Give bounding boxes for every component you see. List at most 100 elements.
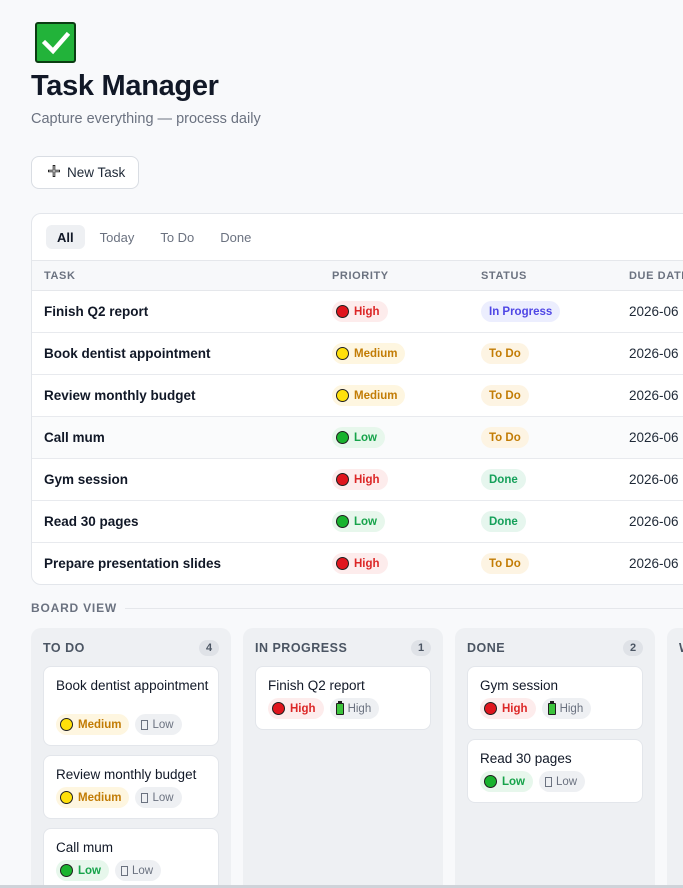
card-tags: Medium Low (56, 787, 182, 808)
table-row[interactable]: Read 30 pages Low Done 2026-06 (32, 501, 683, 543)
priority-cell: Medium (332, 385, 406, 407)
energy-badge: High (541, 698, 592, 719)
task-card[interactable]: Review monthly budget Medium Low (43, 755, 219, 819)
priority-cell: High (332, 469, 388, 491)
priority-label: Medium (354, 347, 398, 360)
column-title: DONE (467, 641, 506, 655)
priority-label: Medium (78, 791, 122, 804)
board-column-todo: TO DO 4 Book dentist appointment Medium Lo… (31, 628, 231, 888)
priority-cell: Medium (332, 343, 406, 365)
column-header-task[interactable]: Task (44, 270, 76, 282)
task-card[interactable]: Read 30 pages Low Low (467, 739, 643, 803)
card-title: Review monthly budget (56, 767, 197, 782)
table-row[interactable]: Review monthly budget Medium To Do 2026-06 (32, 375, 683, 417)
medium-priority-dot-icon (60, 718, 73, 731)
priority-cell: Low (332, 427, 385, 449)
filter-tab-all[interactable]: All (46, 225, 85, 249)
column-count-badge: 4 (199, 640, 219, 656)
table-row[interactable]: Gym session High Done 2026-06 (32, 459, 683, 501)
high-priority-dot-icon (336, 305, 349, 318)
horizontal-scrollbar[interactable] (0, 885, 683, 888)
low-priority-dot-icon (336, 515, 349, 528)
priority-badge: Low (56, 860, 109, 881)
filter-tab-today[interactable]: Today (99, 229, 135, 245)
filter-tab-done[interactable]: Done (220, 229, 252, 245)
status-badge: To Do (481, 343, 529, 364)
table-row[interactable]: Finish Q2 report High In Progress 2026-06 (32, 291, 683, 333)
card-tags: High High (480, 698, 592, 719)
medium-priority-dot-icon (60, 791, 73, 804)
board-column-in-progress: IN PROGRESS 1 Finish Q2 report High High (243, 628, 443, 888)
task-name: Review monthly budget (44, 388, 196, 403)
status-badge: To Do (481, 553, 529, 574)
energy-badge: High (329, 698, 380, 719)
column-title: IN PROGRESS (255, 641, 348, 655)
priority-cell: High (332, 553, 388, 575)
priority-badge: Medium (332, 385, 406, 406)
task-table: All Today To Do Done Task Priority Statu… (31, 213, 683, 585)
task-card[interactable]: Finish Q2 report High High (255, 666, 431, 730)
board-column-done: DONE 2 Gym session High High Read 30 pages L… (455, 628, 655, 888)
status-cell: Done (481, 511, 526, 532)
priority-badge: Medium (56, 714, 130, 735)
task-card[interactable]: Gym session High High (467, 666, 643, 730)
task-name: Gym session (44, 472, 129, 487)
task-name: Call mum (44, 430, 105, 445)
priority-badge: Low (480, 771, 533, 792)
priority-label: Low (502, 775, 525, 788)
task-card[interactable]: Call mum Low Low (43, 828, 219, 888)
battery-full-icon (335, 700, 344, 715)
due-date: 2026-06 (629, 346, 679, 361)
filter-tab-todo[interactable]: To Do (160, 229, 195, 245)
missing-glyph-icon (141, 719, 149, 730)
priority-label: High (290, 702, 316, 715)
priority-badge: High (480, 698, 536, 719)
task-name: Book dentist appointment (44, 346, 211, 361)
task-name: Prepare presentation slides (44, 556, 222, 571)
battery-full-icon (547, 700, 556, 715)
energy-label: Low (152, 718, 174, 731)
energy-label: Low (132, 864, 154, 877)
column-header-due-date[interactable]: Due Date (629, 270, 683, 282)
status-badge: Done (481, 511, 526, 532)
low-priority-dot-icon (484, 775, 497, 788)
card-tags: High High (268, 698, 380, 719)
due-date: 2026-06 (629, 472, 679, 487)
priority-badge: Medium (56, 787, 130, 808)
new-task-button[interactable]: New Task (31, 156, 139, 189)
status-badge: In Progress (481, 301, 561, 322)
status-cell: In Progress (481, 301, 561, 322)
energy-badge: Low (135, 714, 182, 735)
status-badge: To Do (481, 427, 529, 448)
missing-glyph-icon (121, 865, 128, 876)
priority-badge: Low (332, 511, 385, 532)
due-date: 2026-06 (629, 514, 679, 529)
high-priority-dot-icon (336, 557, 349, 570)
priority-label: High (354, 473, 380, 486)
medium-priority-dot-icon (336, 347, 349, 360)
column-header-status[interactable]: Status (481, 270, 527, 282)
table-row[interactable]: Book dentist appointment Medium To Do 2026-… (32, 333, 683, 375)
task-name: Finish Q2 report (44, 304, 149, 319)
low-priority-dot-icon (336, 431, 349, 444)
task-card[interactable]: Book dentist appointment Medium Low (43, 666, 219, 746)
low-priority-dot-icon (60, 864, 73, 877)
status-badge: Done (481, 469, 526, 490)
status-cell: Done (481, 469, 526, 490)
column-header-priority[interactable]: Priority (332, 270, 389, 282)
priority-badge: High (268, 698, 324, 719)
status-cell: To Do (481, 553, 529, 574)
table-row[interactable]: Call mum Low To Do 2026-06 (32, 417, 683, 459)
priority-label: High (354, 557, 380, 570)
board-column-partial: W (667, 628, 683, 888)
board-view-label: BOARD VIEW (31, 601, 117, 615)
energy-label: Low (556, 775, 578, 788)
priority-cell: Low (332, 511, 385, 533)
status-badge: To Do (481, 385, 529, 406)
due-date: 2026-06 (629, 556, 679, 571)
column-count-badge: 2 (623, 640, 643, 656)
priority-label: High (502, 702, 528, 715)
priority-label: Medium (354, 389, 398, 402)
column-title: W (679, 641, 683, 655)
table-row[interactable]: Prepare presentation slides High To Do 2026… (32, 543, 683, 584)
